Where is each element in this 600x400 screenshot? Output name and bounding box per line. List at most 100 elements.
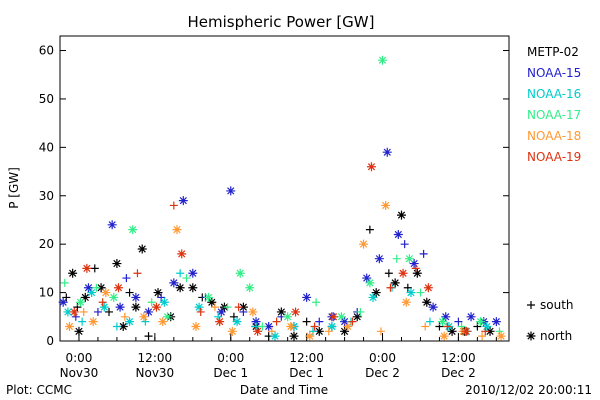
data-point-north [352, 312, 362, 322]
data-point-north [340, 326, 350, 336]
data-point-south [157, 293, 166, 302]
data-point-north [191, 321, 201, 331]
data-point-south [98, 298, 107, 307]
data-point-north [404, 254, 414, 264]
x-tick-label-date: Nov30 [136, 366, 175, 380]
data-point-north [131, 302, 141, 312]
footer-credit: Plot: CCMC [6, 383, 72, 397]
data-point-south [169, 201, 178, 210]
data-point-north [80, 292, 90, 302]
data-point-north [163, 312, 173, 322]
data-point-north [286, 321, 296, 331]
y-tick-label: 40 [39, 140, 54, 154]
data-point-north [169, 278, 179, 288]
data-point-north [87, 288, 97, 298]
data-point-north [177, 249, 187, 259]
data-point-south [481, 327, 490, 336]
data-point-south [348, 317, 357, 326]
data-point-north [327, 321, 337, 331]
data-point-north [76, 297, 86, 307]
data-point-north [365, 278, 375, 288]
data-point-north [215, 317, 225, 327]
data-point-north [64, 321, 74, 331]
data-point-north [101, 288, 111, 298]
data-point-north [74, 326, 84, 336]
data-point-north [381, 200, 391, 210]
data-point-north [371, 288, 381, 298]
data-point-north [88, 317, 98, 327]
data-point-north [393, 229, 403, 239]
data-point-north [245, 283, 255, 293]
data-point-south [425, 317, 434, 326]
data-point-north [144, 307, 154, 317]
y-tick-label: 60 [39, 44, 54, 58]
data-point-south [454, 317, 463, 326]
data-point-south [78, 317, 87, 326]
data-point-north [188, 283, 198, 293]
marker-legend-label: north [540, 329, 572, 343]
data-point-south [312, 298, 321, 307]
legend-entry: NOAA-17 [527, 108, 581, 122]
data-point-north [526, 331, 536, 341]
data-point-north [128, 225, 138, 235]
data-point-north [118, 321, 128, 331]
data-point-south [421, 322, 430, 331]
data-point-south [133, 269, 142, 278]
data-point-south [105, 307, 114, 316]
data-point-north [264, 321, 274, 331]
data-point-south [62, 293, 71, 302]
data-point-north [276, 307, 286, 317]
data-point-north [423, 283, 433, 293]
legend-entry: NOAA-18 [527, 129, 581, 143]
data-point-north [238, 302, 248, 312]
data-point-north [194, 302, 204, 312]
y-tick-label: 0 [46, 334, 54, 348]
data-point-north [227, 326, 237, 336]
data-point-south [384, 269, 393, 278]
legend-entry: NOAA-19 [527, 150, 581, 164]
data-point-south [315, 317, 324, 326]
data-point-north [83, 283, 93, 293]
data-point-north [396, 210, 406, 220]
legend-entry: METP-02 [527, 45, 579, 59]
data-point-north [378, 55, 388, 65]
data-point-south [239, 307, 248, 316]
data-point-north [491, 317, 501, 327]
data-point-north [368, 292, 378, 302]
x-tick-label-time: 12:00 [441, 351, 476, 365]
data-point-north [248, 307, 258, 317]
data-point-south [473, 322, 482, 331]
data-point-north [216, 307, 226, 317]
data-point-south [272, 317, 281, 326]
data-point-north [207, 297, 217, 307]
data-point-north [382, 147, 392, 157]
data-point-north [82, 263, 92, 273]
footer-timestamp: 2010/12/02 20:00:11 [465, 383, 592, 397]
data-point-south [196, 307, 205, 316]
data-point-south [144, 332, 153, 341]
x-tick-label-date: Dec 2 [365, 366, 400, 380]
data-point-north [172, 225, 182, 235]
data-point-south [416, 288, 425, 297]
data-point-north [329, 312, 339, 322]
data-point-north [153, 288, 163, 298]
data-point-north [374, 254, 384, 264]
legend-entry: NOAA-16 [527, 87, 581, 101]
data-point-south [120, 312, 129, 321]
data-point-north [137, 244, 147, 254]
y-axis-label: P [GW] [7, 167, 21, 209]
data-point-north [175, 283, 185, 293]
data-point-south [92, 283, 101, 292]
y-tick-label: 30 [39, 189, 54, 203]
data-point-north [401, 297, 411, 307]
data-point-north [336, 312, 346, 322]
data-point-north [204, 292, 214, 302]
x-tick-label-date: Dec 1 [213, 366, 248, 380]
data-point-north [441, 312, 451, 322]
data-point-north [109, 292, 119, 302]
data-point-north [289, 331, 299, 341]
data-point-south [210, 303, 219, 312]
data-point-south [435, 322, 444, 331]
